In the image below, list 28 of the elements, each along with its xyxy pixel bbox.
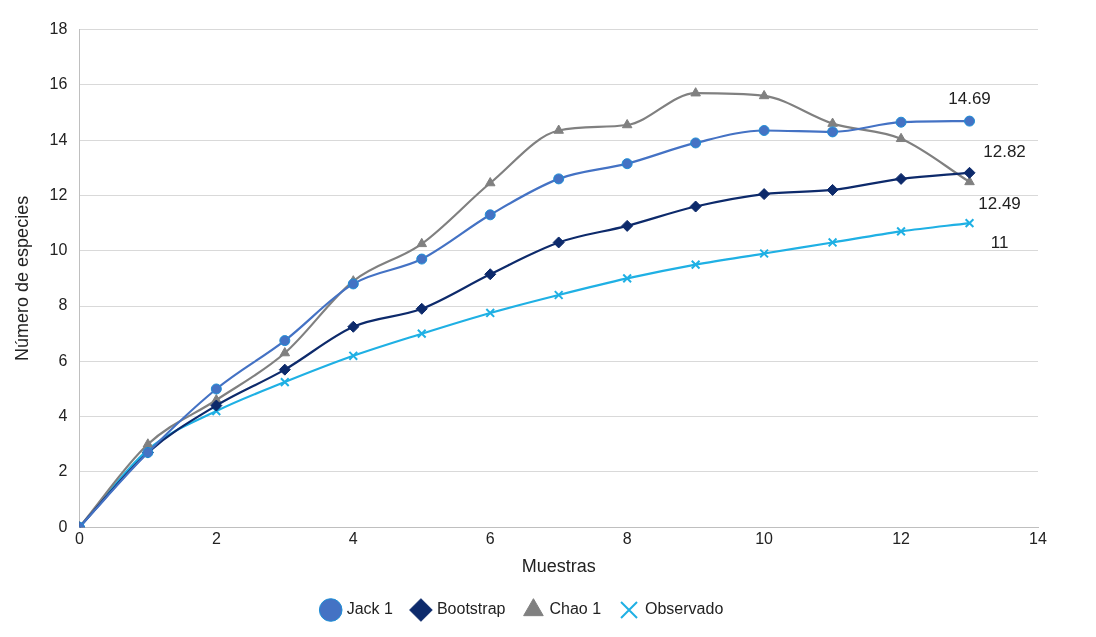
y-tick-label: 16 (49, 75, 68, 93)
y-tick-label: 14 (49, 130, 68, 148)
x-tick-label: 2 (211, 530, 221, 548)
legend-label: Observado (645, 600, 724, 618)
data-label: 14.69 (948, 88, 991, 108)
x-tick-label: 12 (892, 530, 911, 548)
y-tick-label: 4 (58, 407, 68, 425)
y-tick-label: 6 (58, 351, 68, 369)
x-tick-label: 14 (1029, 530, 1047, 548)
legend-label: Chao 1 (549, 600, 602, 618)
legend-label: Jack 1 (346, 600, 394, 618)
y-tick-label: 18 (49, 20, 68, 38)
data-label: 11 (990, 232, 1009, 252)
x-tick-label: 10 (755, 530, 774, 548)
y-tick-label: 8 (58, 296, 68, 314)
x-tick-label: 0 (74, 530, 84, 548)
data-label: 12.82 (983, 142, 1026, 162)
y-tick-label: 12 (49, 185, 68, 203)
x-tick-label: 6 (485, 530, 495, 548)
y-tick-label: 10 (49, 241, 68, 259)
x-tick-label: 4 (348, 530, 358, 548)
x-axis-title: Muestras (521, 556, 596, 577)
x-tick-label: 8 (622, 530, 632, 548)
data-label: 12.49 (978, 193, 1021, 213)
y-axis-title: Número de especies (11, 195, 32, 361)
y-tick-label: 0 (58, 517, 68, 535)
legend-label: Bootstrap (436, 600, 506, 618)
y-tick-label: 2 (58, 462, 68, 480)
